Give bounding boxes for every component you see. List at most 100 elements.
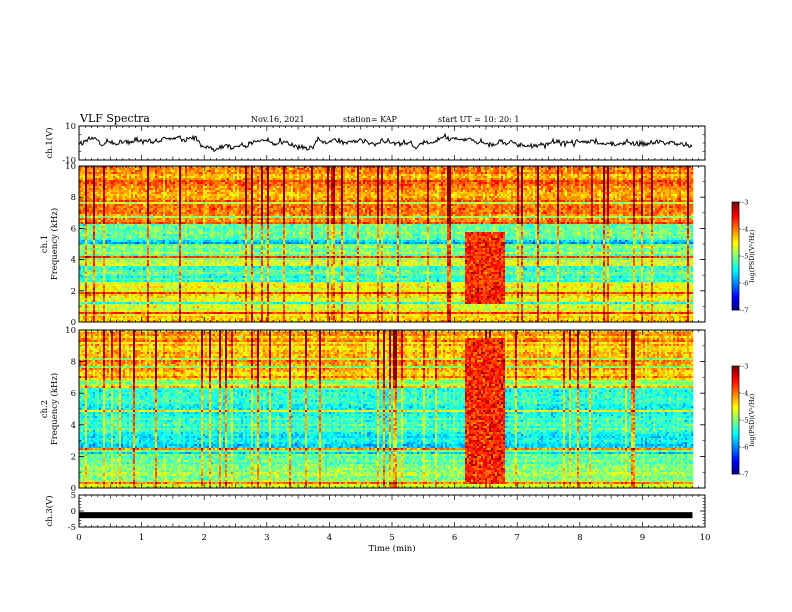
ch1-spectrogram-cell (389, 168, 391, 170)
ch1-spectrogram-cell (507, 172, 509, 174)
ch1-spectrogram-cell (649, 170, 651, 172)
ch1-spectrogram-cell (487, 172, 489, 174)
ch1-spectrogram-cell (99, 176, 101, 178)
ch1-spectrogram-cell (471, 170, 473, 172)
ch1-spectrogram-cell (395, 174, 397, 176)
ch1-spectrogram-cell (179, 174, 181, 176)
ch1-spectrogram-cell (637, 168, 639, 170)
ch1-spectrogram-cell (337, 172, 339, 174)
ch1-spectrogram-cell (393, 172, 395, 174)
ch1-spectrogram-cell (635, 168, 637, 170)
ch1-spectrogram-cell (481, 168, 483, 170)
ch1-spectrogram-cell (331, 168, 333, 170)
ch1-spectrogram-cell (157, 176, 159, 178)
ch1-spectrogram-cell (467, 176, 469, 178)
ch1-spectrogram-cell (93, 178, 95, 180)
ch1-spectrogram-cell (147, 178, 149, 180)
ch1-spectrogram-cell (341, 168, 343, 170)
ch1-spectrogram-cell (193, 176, 195, 178)
ch1-spectrogram-cell (509, 172, 511, 174)
ch1-spectrogram-cell (425, 174, 427, 176)
ch1-spectrogram-cell (173, 172, 175, 174)
ch1-spectrogram-cell (323, 170, 325, 172)
ch1-spectrogram-cell (195, 172, 197, 174)
ch1-spectrogram-cell (219, 174, 221, 176)
ch1-spectrogram-cell (195, 174, 197, 176)
ch1-spectrogram-cell (359, 176, 361, 178)
ch1-spectrogram-cell (213, 172, 215, 174)
ch1-spectrogram-cell (243, 176, 245, 178)
ch1-spectrogram-cell (683, 174, 685, 176)
ch1-spectrogram-cell (169, 172, 171, 174)
ch1-spectrogram-cell (561, 172, 563, 174)
ch1-spectrogram-cell (671, 170, 673, 172)
ch1-spectrogram-cell (331, 172, 333, 174)
ch1-spectrogram-cell (551, 168, 553, 170)
ch1-spectrogram-cell (501, 168, 503, 170)
ch1-spectrogram-cell (85, 170, 87, 172)
ch1-spectrogram-cell (253, 176, 255, 178)
ch1-spectrogram-cell (103, 176, 105, 178)
ch1-spectrogram-cell (503, 174, 505, 176)
ch1-spectrogram-cell (121, 168, 123, 170)
ch1-spectrogram-cell (453, 170, 455, 172)
ch1-spectrogram-cell (499, 174, 501, 176)
ch1-spectrogram-cell (677, 168, 679, 170)
ch1-spectrogram-cell (175, 168, 177, 170)
ch1-spectrogram-cell (201, 168, 203, 170)
ch1-spectrogram-cell (417, 174, 419, 176)
ch1-spectrogram-cell (107, 168, 109, 170)
ch1-spectrogram-cell (113, 172, 115, 174)
ch1-spectrogram-cell (627, 174, 629, 176)
ch1-spectrogram-cell (299, 172, 301, 174)
ch1-spectrogram-cell (165, 168, 167, 170)
ch1-spectrogram-cell (675, 172, 677, 174)
ch1-spectrogram-cell (267, 174, 269, 176)
ch1-spectrogram-cell (685, 172, 687, 174)
ch1-spectrogram-cell (451, 176, 453, 178)
ch1-spectrogram-cell (531, 176, 533, 178)
ch1-spectrogram-cell (573, 176, 575, 178)
ch1-spectrogram-cell (579, 170, 581, 172)
ch1-spectrogram-cell (385, 176, 387, 178)
ch1-spectrogram-panel: 0246810ch.1Frequency (kHz) (40, 162, 705, 328)
ch1-spectrogram-cell (241, 168, 243, 170)
ch1-spectrogram-cell (235, 170, 237, 172)
ch1-spectrogram-cell (527, 174, 529, 176)
ch1-spectrogram-cell (257, 176, 259, 178)
ch1-spectrogram-cell (301, 174, 303, 176)
ch1-spectrogram-cell (127, 178, 129, 180)
ch1-spectrogram-cell (661, 170, 663, 172)
ch1-spectrogram-cell (185, 176, 187, 178)
ch1-spectrogram-cell (345, 174, 347, 176)
ch1-spectrogram-cell (105, 172, 107, 174)
ch1-spectrogram-cell (173, 170, 175, 172)
ch1-spectrogram-cell (499, 176, 501, 178)
ch1-spectrogram-cell (359, 170, 361, 172)
ch1-spectrogram-cell (293, 172, 295, 174)
ch1-spectrogram-cell (567, 170, 569, 172)
ch1-spectrogram-cell (507, 168, 509, 170)
ch1-spectrogram-cell (409, 172, 411, 174)
ch1-spectrogram-cell (269, 168, 271, 170)
ch1-spectrogram-cell (535, 168, 537, 170)
ch1-spectrogram-cell (287, 172, 289, 174)
ch1-spectrogram-cell (91, 170, 93, 172)
ch1-spectrogram-cell (579, 172, 581, 174)
ch1-spectrogram-cell (325, 174, 327, 176)
ch1-spectrogram-cell (329, 174, 331, 176)
ch1-spectrogram-cell (307, 172, 309, 174)
ch1-spectrogram-cell (691, 174, 693, 176)
ch1-spectrogram-cell (649, 172, 651, 174)
ch1-spectrogram-cell (343, 168, 345, 170)
ch1-spectrogram-cell (447, 174, 449, 176)
ch1-spectrogram-cell (451, 170, 453, 172)
ch1-spectrogram-cell (511, 172, 513, 174)
ch1-spectrogram-cell (659, 170, 661, 172)
ch1-spectrogram-cell (283, 168, 285, 170)
ch1-spectrogram-cell (147, 174, 149, 176)
ch1-spectrogram-cell (587, 168, 589, 170)
ch1-spectrogram-cell (207, 170, 209, 172)
ch1-spectrogram-cell (115, 170, 117, 172)
ch1-spectrogram-cell (505, 170, 507, 172)
